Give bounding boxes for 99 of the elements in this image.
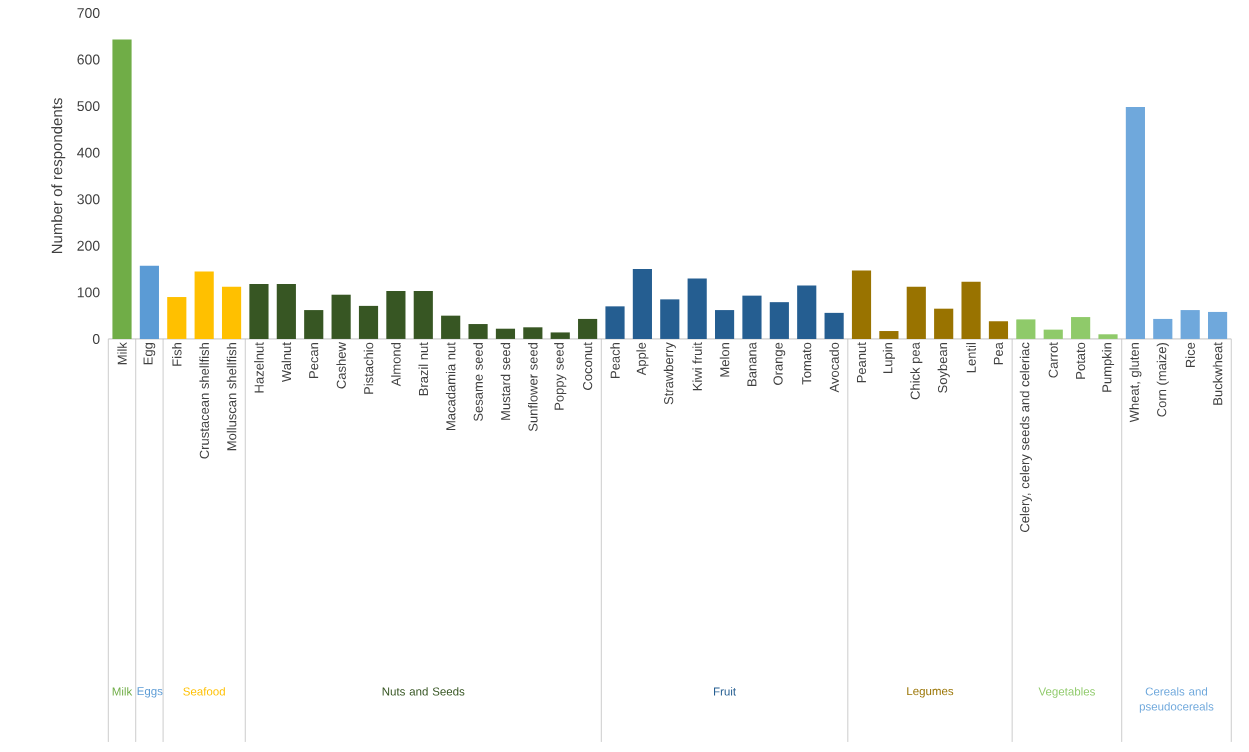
bar [304, 310, 324, 339]
text: Nuts and Seeds [382, 687, 465, 696]
x-tick-label: Peach [610, 343, 620, 378]
y-axis-title: Number of respondents [51, 98, 66, 254]
x-tick-label: Pecan [309, 343, 319, 378]
x-tick-label: Orange [773, 342, 786, 385]
text: Cereals and pseudocereals [1139, 687, 1214, 713]
bar [249, 284, 269, 339]
x-tick-label: Buckwheat [1212, 342, 1223, 405]
bar [851, 270, 872, 339]
x-tick-label: Milk [117, 342, 127, 365]
bar [988, 321, 1009, 339]
bar [167, 297, 187, 339]
x-tick-label: Hazelnut [254, 342, 264, 393]
x-tick-label: Cashew [336, 342, 346, 389]
x-tick-label: Strawberry [663, 342, 676, 405]
bar [1098, 334, 1118, 339]
x-tick-label: Carrot [1048, 342, 1058, 378]
x-tick-label: Mustard seed [500, 343, 511, 420]
bar [1125, 107, 1145, 339]
x-tick-label: Sesame seed [473, 343, 483, 422]
bar [112, 39, 132, 339]
x-tick-label: Pistachio [363, 342, 374, 394]
x-tick-label: Corn (maize) [1156, 343, 1169, 417]
bar [358, 305, 379, 339]
bar [632, 269, 652, 339]
x-tick-label: Soybean [937, 343, 950, 393]
bar [879, 331, 899, 339]
y-tick-label: 600 [77, 54, 100, 65]
y-tick-label: 500 [77, 101, 100, 112]
bar [1207, 311, 1228, 339]
x-tick-label: Egg [143, 343, 156, 365]
bar [194, 271, 214, 339]
bar [605, 306, 625, 339]
x-tick-label: Chick pea [910, 342, 923, 400]
x-tick-label: Sunflower seed [528, 343, 538, 432]
x-tick-label: Lupin [882, 343, 895, 373]
bar [1071, 317, 1091, 339]
x-tick-label: Wheat, gluten [1129, 343, 1142, 423]
bar [906, 286, 926, 339]
x-tick-label: Peanut [856, 342, 867, 383]
x-tick-label: Potato [1076, 342, 1086, 379]
text: Vegetables [1038, 687, 1095, 698]
bar [769, 302, 789, 339]
bar [824, 312, 844, 339]
x-tick-label: Crustacean shellfish [199, 343, 209, 459]
x-tick-label: Macadamia nut [445, 342, 456, 430]
x-tick-label: Avocado [829, 342, 839, 393]
bar [523, 327, 543, 339]
bar [742, 295, 762, 339]
bar [276, 284, 296, 339]
bar [441, 315, 461, 339]
bar [578, 318, 598, 339]
x-tick-label: Tomato [802, 342, 812, 385]
x-tick-label: Apple [636, 342, 649, 376]
x-tick-label: Almond [391, 343, 401, 387]
bar [1043, 329, 1063, 339]
x-tick-label: Banana [747, 342, 757, 386]
bar [386, 291, 406, 339]
y-tick-label: 100 [77, 287, 100, 298]
x-tick-label: Walnut [281, 342, 292, 383]
bar [331, 294, 351, 339]
bar [961, 281, 981, 339]
bar [1153, 318, 1173, 339]
bar [413, 291, 433, 339]
x-tick-label: Molluscan shellfish [226, 343, 237, 451]
x-tick-label: Pea [993, 342, 1003, 365]
x-tick-label: Rice [1185, 342, 1195, 368]
bar [687, 278, 707, 339]
text: Eggs [137, 687, 163, 698]
bar [660, 299, 680, 339]
y-tick-label: 0 [92, 334, 100, 344]
y-tick-label: 300 [77, 194, 100, 205]
text: Fruit [714, 687, 736, 696]
x-tick-label: Coconut [583, 342, 593, 390]
bar [1016, 319, 1036, 339]
bar [1180, 310, 1200, 339]
x-tick-label: Poppy seed [554, 343, 567, 410]
bar [495, 328, 516, 339]
x-tick-label: Lentil [966, 343, 976, 373]
bar [550, 332, 570, 339]
text: Legumes [907, 687, 954, 698]
bar [139, 265, 159, 339]
x-tick-label: Melon [719, 343, 730, 377]
bar [221, 286, 242, 339]
bar [934, 308, 954, 339]
y-tick-label: 200 [77, 240, 100, 251]
bar [797, 285, 817, 339]
bar [714, 310, 735, 339]
y-tick-label: 400 [77, 147, 100, 158]
x-tick-label: Kiwi fruit [692, 342, 702, 391]
y-tick-label: 700 [77, 8, 100, 18]
x-tick-label: Celery, celery seeds and celeriac [1019, 342, 1032, 533]
x-tick-label: Pumpkin [1101, 343, 1115, 392]
x-tick-label: Brazil nut [418, 342, 429, 396]
text: Seafood [183, 687, 225, 696]
x-tick-label: Fish [172, 343, 182, 366]
bar [468, 324, 488, 339]
text: Milk [112, 687, 133, 696]
